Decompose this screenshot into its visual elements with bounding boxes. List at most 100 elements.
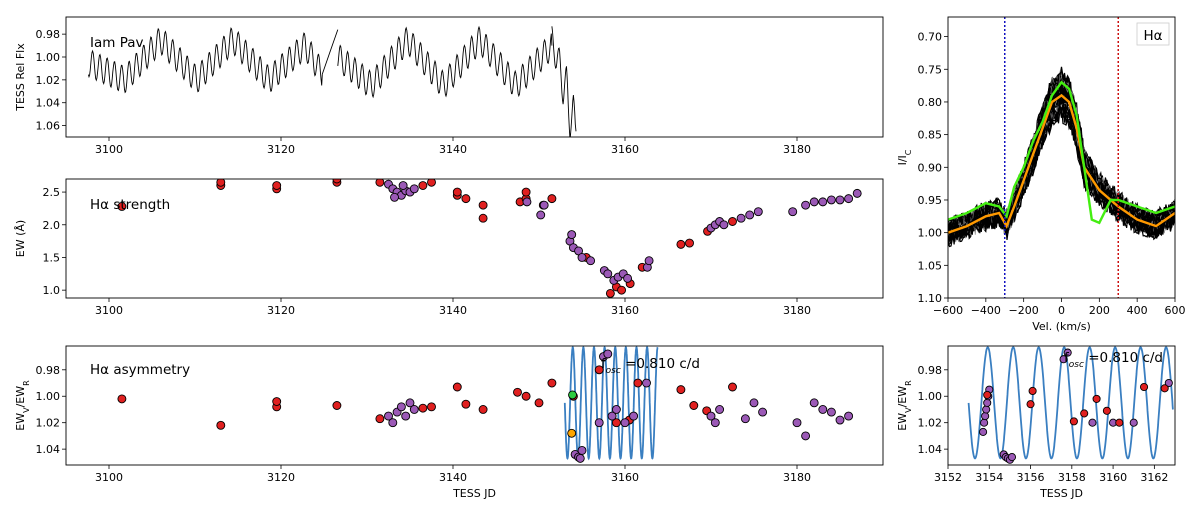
data-point-purple [801,200,811,210]
data-point-red [728,217,737,226]
data-point-purple [1007,453,1017,462]
data-point-red [427,179,436,187]
y-tick-label: 1.5 [43,251,61,264]
data-point-purple [611,405,621,414]
data-point-red [1080,409,1089,418]
y-tick-label: 1.00 [36,390,61,403]
data-point-purple [983,398,992,407]
axes-frame [65,16,884,138]
x-tick-label: 3160 [611,143,639,156]
data-point-purple [644,256,654,266]
data-point-purple [826,407,836,417]
x-tick-label: 3180 [783,304,811,317]
data-point-purple [603,349,613,359]
data-point-red [547,378,557,388]
oscillation-fit-line [967,346,1174,460]
data-point-purple [409,184,419,194]
data-point-purple [801,431,811,441]
data-point-red [461,194,471,204]
data-point-red [547,194,557,204]
y-tick-label: 1.04 [36,443,61,456]
data-point-red [633,378,643,388]
light-curve-line [87,27,323,94]
x-tick-label: −200 [1009,304,1039,317]
data-point-purple [809,398,819,408]
data-point-purple [398,181,408,190]
axes-frame [947,16,1176,299]
data-point-purple [388,418,398,428]
data-point-purple [536,210,546,220]
data-point-red [461,399,471,409]
data-point-purple [1164,378,1173,388]
data-point-purple [577,253,587,262]
data-point-red [272,181,282,190]
x-tick-label: 3100 [95,143,123,156]
x-tick-label: 3120 [267,471,295,484]
x-tick-label: −600 [933,304,963,317]
y-tick-label: 0.70 [918,31,943,44]
y-tick-label: 0.95 [918,194,943,207]
data-point-purple [749,398,759,408]
data-point-purple [1059,355,1068,364]
y-tick-label: 1.00 [36,51,61,64]
data-point-purple [629,411,639,421]
y-tick-label: 1.00 [918,227,943,240]
x-tick-label: 3120 [267,304,295,317]
data-point-red [427,402,436,412]
data-point-red [594,365,604,375]
axes-frame [65,345,884,466]
data-point-purple [607,411,617,421]
profile-line [948,85,1175,239]
panel-light-curve: 3100 3120 3140 3160 3180 0.98 1.00 1.02 1.04 1.06… [14,16,884,156]
x-tick-label: −400 [971,304,1001,317]
y-tick-label: 1.0 [43,284,61,297]
y-tick-label: 1.05 [918,259,943,272]
data-point-red [418,181,428,190]
y-tick-label: 0.98 [36,364,61,377]
data-point-purple [826,195,836,205]
panel-ew: 3100 3120 3140 3160 3180 1.0 1.5 2.0 2.5 EW (Å) Hα… [14,178,884,317]
data-point-purple [706,411,716,421]
data-point-purple [979,427,988,436]
y-tick-label: 2.5 [43,186,61,199]
y-tick-label: 1.10 [918,292,943,305]
data-point-purple [1129,418,1138,427]
data-point-purple [620,418,630,428]
y-tick-label: 0.75 [918,63,943,76]
x-tick-label: 3160 [611,304,639,317]
x-tick-label: 3152 [934,471,962,484]
light-curve-line [551,26,577,137]
data-point-red [611,418,621,428]
axes-frame [947,345,1176,466]
x-tick-label: 3140 [439,143,467,156]
x-tick-label: 200 [1089,304,1110,317]
profile-line [948,104,1175,248]
data-point-purple [818,197,828,207]
x-axis-label: Vel. (km/s) [1032,320,1091,333]
panel-annotation: Hα asymmetry [90,362,190,378]
data-point-purple [753,207,763,217]
data-point-purple [401,411,411,421]
data-point-red [478,200,488,210]
data-point-purple [623,273,633,283]
halpha-series [948,66,1175,248]
ew-series [117,179,862,298]
x-tick-label: 3180 [783,143,811,156]
data-point-purple [844,194,854,204]
data-point-purple [792,418,802,428]
panel-annotation: Iam Pav [90,35,144,51]
x-tick-label: 3120 [267,143,295,156]
frequency-label: fosc =0.810 c/d [1064,350,1163,370]
data-point-red [1028,386,1037,396]
data-point-purple [405,398,415,408]
data-point-red [685,238,694,248]
y-axis-label: TESS Rel Flx [14,43,27,112]
data-point-red [983,390,992,399]
profile-green [948,80,1175,225]
light-curve-series [87,25,577,137]
data-point-purple [719,220,729,230]
x-tick-label: 3140 [439,471,467,484]
data-point-red [605,288,615,298]
data-point-purple [852,188,862,198]
light-curve-line [321,29,339,75]
